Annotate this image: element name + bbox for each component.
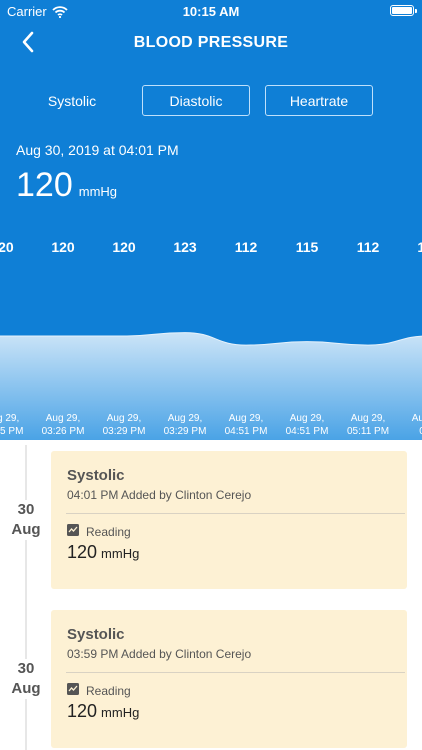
reading-card-added-by-label: Added by [121, 647, 172, 661]
reading-label: Reading [86, 524, 131, 539]
chart-x-tick-label: Aug 29, 04:51 PM [225, 413, 268, 437]
chart-icon [67, 683, 79, 698]
current-reading: 120 mmHg [16, 166, 117, 205]
reading-unit: mmHg [101, 705, 140, 720]
reading-label-row: Reading [67, 683, 131, 698]
entry-date-label: 30 Aug [0, 500, 52, 540]
navigation-bar: BLOOD PRESSURE [0, 24, 422, 64]
tab-systolic[interactable]: Systolic [47, 92, 97, 109]
chart-x-tick-label: Aug 29, 03:29 PM [164, 413, 207, 437]
chart-data-label: 120 [417, 239, 422, 255]
entry-day: 30 [17, 501, 35, 518]
entry-day: 30 [17, 660, 35, 677]
status-time: 10:15 AM [182, 4, 240, 19]
metric-tabs: Systolic Diastolic Heartrate [0, 85, 422, 117]
reading-label-row: Reading [67, 524, 131, 539]
reading-card-time: 03:59 PM [67, 647, 119, 661]
chart-data-label: 120 [0, 239, 14, 255]
entry-month: Aug [11, 680, 41, 697]
status-bar: Carrier 10:15 AM [0, 0, 422, 22]
chart-area [0, 332, 422, 440]
chart-x-tick-label: Aug 29, 05:11 PM [347, 413, 389, 437]
reading-card-title: Systolic [67, 626, 125, 643]
chart-data-label: 112 [235, 239, 258, 255]
chart-icon [67, 524, 79, 539]
reading-card-meta: 04:01 PM Added by Clinton Cerejo [67, 488, 251, 502]
chart-x-tick-label: Aug 29, 03:29 PM [103, 413, 146, 437]
entry-date-label: 30 Aug [0, 659, 52, 699]
reading-value: 120 [67, 542, 98, 562]
current-reading-date: Aug 30, 2019 at 04:01 PM [16, 142, 179, 158]
entry-month: Aug [11, 521, 41, 538]
carrier-label: Carrier [7, 4, 47, 19]
chart-data-label: 112 [357, 239, 380, 255]
reading-label: Reading [86, 683, 131, 698]
blood-pressure-chart[interactable]: 120 120 120 123 112 115 112 120 Aug 29,03:25 PM A… [0, 228, 422, 440]
reading-card-meta: 03:59 PM Added by Clinton Cerejo [67, 647, 251, 661]
chart-x-tick-label: Aug 29,05:1 [412, 413, 422, 437]
chart-x-tick-label: Aug 29,03:25 PM [0, 413, 23, 437]
timeline-line [25, 445, 27, 750]
reading-card-author: Clinton Cerejo [175, 647, 252, 661]
reading-unit: mmHg [101, 546, 140, 561]
chevron-left-icon [21, 31, 35, 58]
battery-icon [390, 5, 417, 16]
reading-card[interactable]: Systolic 04:01 PM Added by Clinton Cerej… [51, 451, 407, 589]
reading-card-title: Systolic [67, 467, 125, 484]
chart-svg: 120 120 120 123 112 115 112 120 Aug 29,03:25 PM A… [0, 239, 422, 440]
current-reading-unit: mmHg [78, 184, 118, 199]
reading-value-row: 120 mmHg [67, 542, 139, 563]
reading-card-added-by-label: Added by [121, 488, 172, 502]
divider [66, 672, 405, 673]
divider [66, 513, 405, 514]
chart-data-label: 123 [173, 239, 197, 255]
chart-data-label: 115 [296, 239, 319, 255]
chart-data-label: 120 [51, 239, 75, 255]
chart-data-label: 120 [112, 239, 136, 255]
reading-card-time: 04:01 PM [67, 488, 119, 502]
reading-value: 120 [67, 701, 98, 721]
reading-card-author: Clinton Cerejo [175, 488, 252, 502]
chart-x-tick-label: Aug 29, 04:51 PM [286, 413, 329, 437]
carrier-info: Carrier [7, 4, 68, 19]
chart-series-line [0, 332, 422, 346]
current-reading-value: 120 [16, 166, 73, 204]
reading-card[interactable]: Systolic 03:59 PM Added by Clinton Cerej… [51, 610, 407, 748]
chart-x-tick-label: Aug 29, 03:26 PM [42, 413, 85, 437]
header-panel: Carrier 10:15 AM BLOOD PRESSURE Sys [0, 0, 422, 440]
wifi-icon [52, 5, 68, 18]
tab-diastolic[interactable]: Diastolic [142, 85, 250, 116]
back-button[interactable] [14, 30, 42, 58]
tab-heartrate[interactable]: Heartrate [265, 85, 373, 116]
page-title: BLOOD PRESSURE [133, 34, 289, 51]
reading-value-row: 120 mmHg [67, 701, 139, 722]
